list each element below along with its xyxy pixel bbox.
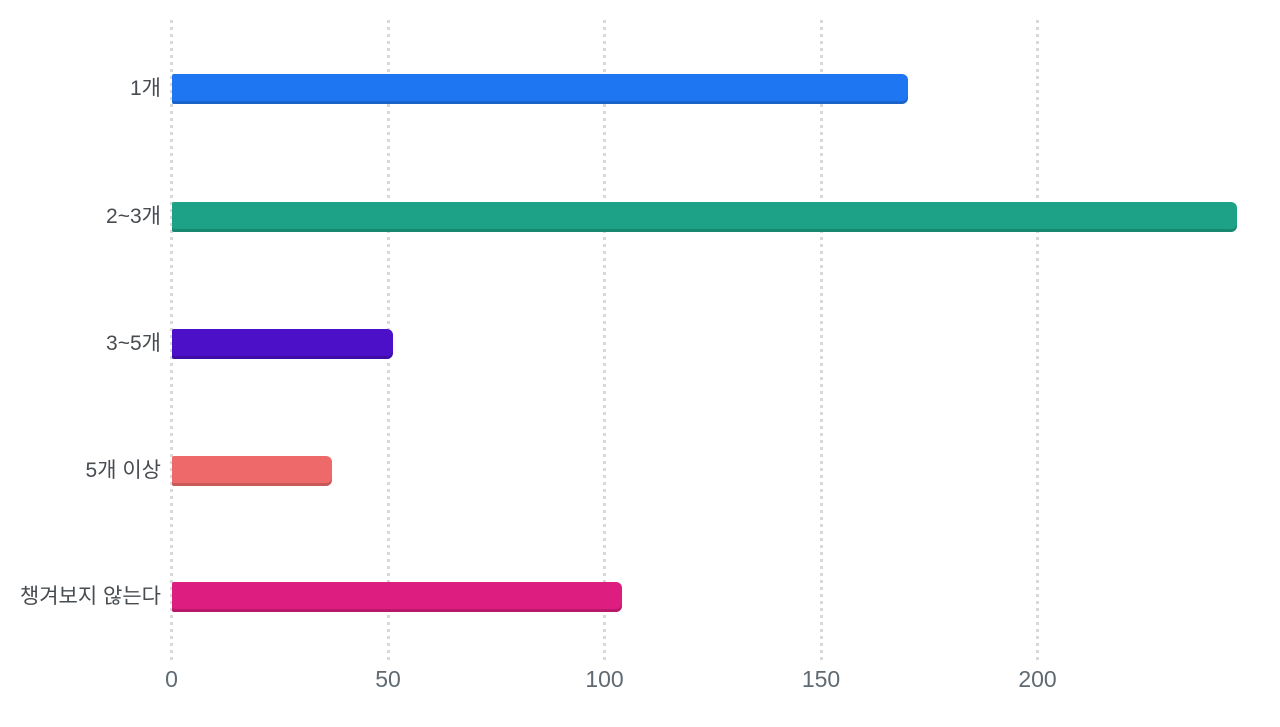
category-label: 2~3개 — [106, 205, 161, 228]
x-tick-label: 150 — [801, 666, 841, 692]
gridline-x-200 — [1036, 20, 1039, 663]
category-label: 1개 — [130, 77, 161, 100]
category-label: 챙겨보지 않는다 — [19, 585, 161, 608]
gridline-x-100 — [603, 20, 606, 663]
x-tick-label: 200 — [1018, 666, 1057, 692]
bar — [172, 74, 908, 104]
x-tick-label: 100 — [585, 666, 624, 692]
x-tick-label: 50 — [375, 666, 401, 692]
gridline-x-0 — [170, 20, 173, 663]
category-label: 5개 이상 — [85, 459, 161, 482]
gridline-x-150 — [819, 20, 823, 663]
bar — [172, 202, 1237, 232]
bar — [172, 456, 332, 486]
bar — [172, 329, 393, 359]
x-tick-label: 0 — [165, 666, 178, 692]
category-label: 3~5개 — [106, 332, 161, 355]
bar — [172, 582, 622, 612]
